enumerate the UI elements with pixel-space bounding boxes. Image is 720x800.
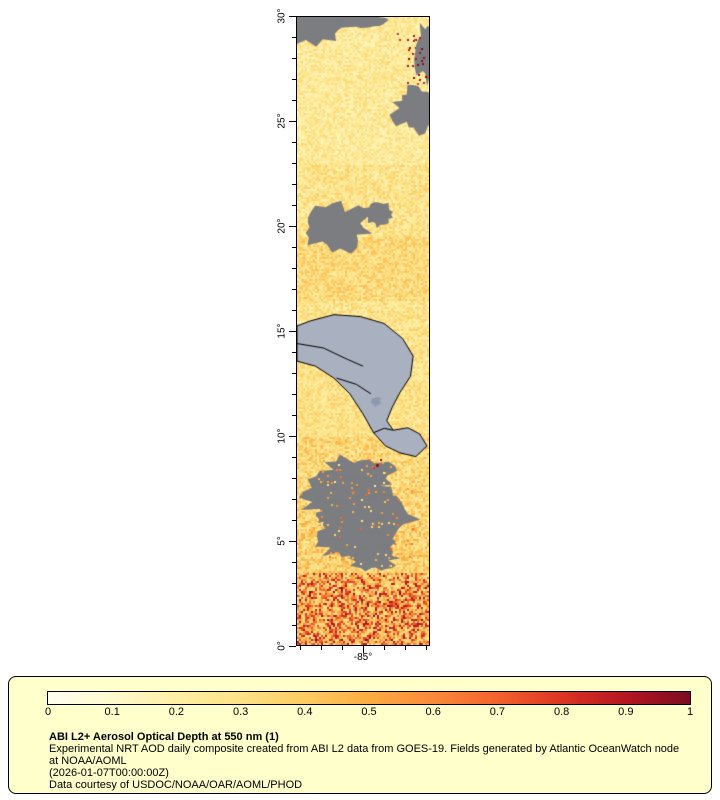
colorbar-tick-label: 0 bbox=[44, 706, 52, 718]
colorbar-tick-label: 0.5 bbox=[361, 706, 377, 718]
axis-tick bbox=[289, 225, 296, 227]
axis-tick bbox=[289, 15, 296, 17]
y-tick-label: 5° bbox=[276, 536, 288, 546]
y-tick-label: 0° bbox=[276, 641, 288, 651]
colorbar-ticks: 0 0.1 0.2 0.3 0.4 0.5 0.6 0.7 0.8 0.9 1 bbox=[44, 706, 694, 719]
axis-tick bbox=[425, 646, 427, 650]
axis-tick bbox=[289, 645, 296, 647]
legend-text: ABI L2+ Aerosol Optical Depth at 550 nm … bbox=[49, 731, 699, 791]
axis-tick bbox=[320, 646, 322, 650]
x-tick-label: -85° bbox=[353, 652, 373, 663]
axis-tick bbox=[299, 646, 301, 650]
y-tick-label: 25° bbox=[276, 113, 288, 129]
y-tick-label: 20° bbox=[276, 218, 288, 234]
legend-credit: Data courtesy of USDOC/NOAA/OAR/AOML/PHO… bbox=[49, 779, 303, 791]
colorbar-tick-label: 0.7 bbox=[489, 706, 506, 718]
axis-tick bbox=[289, 540, 296, 542]
colorbar-tick-label: 0.2 bbox=[168, 706, 185, 718]
axis-tick bbox=[289, 435, 296, 437]
axis-tick bbox=[404, 646, 406, 650]
legend-box: 0 0.1 0.2 0.3 0.4 0.5 0.6 0.7 0.8 0.9 1 ABI L2+ Ae… bbox=[8, 676, 712, 794]
colorbar bbox=[47, 691, 691, 705]
axis-tick bbox=[341, 646, 343, 650]
colorbar-tick-label: 0.1 bbox=[104, 706, 120, 718]
y-tick-label: 10° bbox=[276, 428, 288, 444]
colorbar-tick-label: 0.4 bbox=[297, 706, 313, 718]
colorbar-tick-label: 0.8 bbox=[553, 706, 570, 718]
y-tick-label: 30° bbox=[276, 8, 288, 24]
colorbar-tick-label: 1 bbox=[686, 706, 694, 718]
colorbar-tick-label: 0.9 bbox=[618, 706, 634, 718]
axis-tick bbox=[289, 120, 296, 122]
axis-tick bbox=[383, 646, 385, 650]
aod-map-canvas bbox=[297, 17, 429, 645]
y-tick-label: 15° bbox=[276, 323, 288, 339]
colorbar-tick-label: 0.6 bbox=[425, 706, 441, 718]
map-panel bbox=[296, 16, 430, 646]
colorbar-tick-label: 0.3 bbox=[232, 706, 249, 718]
legend-title: ABI L2+ Aerosol Optical Depth at 550 nm … bbox=[49, 731, 279, 743]
axis-tick bbox=[289, 330, 296, 332]
legend-timestamp: (2026-01-07T00:00:00Z) bbox=[49, 767, 169, 779]
legend-description: Experimental NRT AOD daily composite cre… bbox=[49, 743, 680, 767]
